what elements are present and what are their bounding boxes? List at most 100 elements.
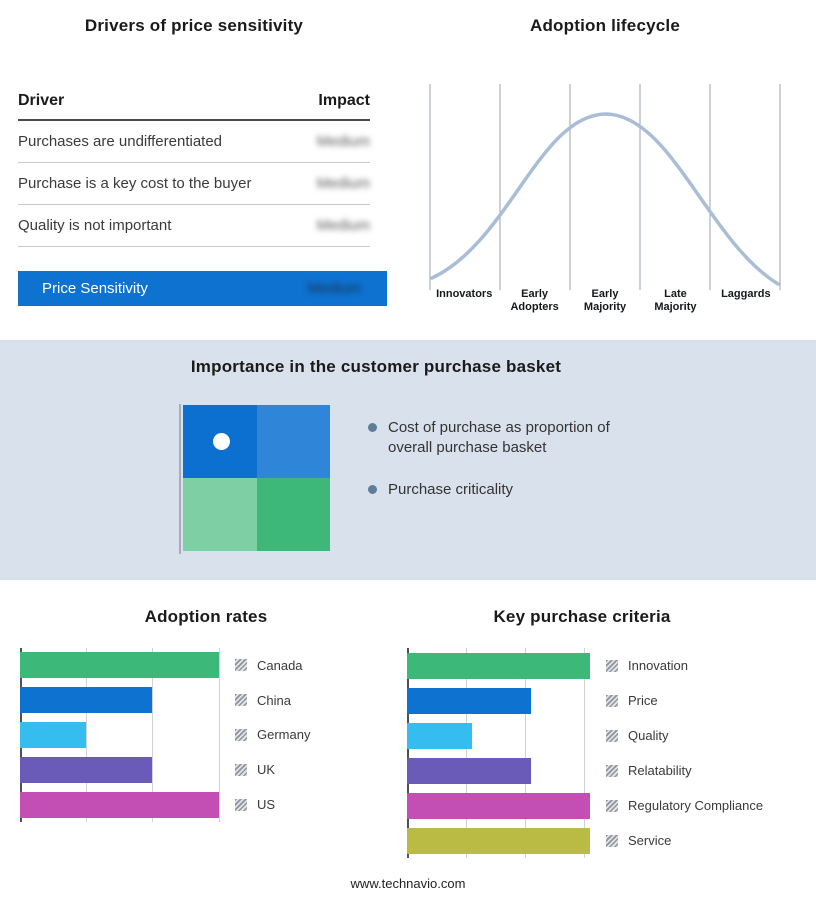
drivers-table-header: Driver Impact: [18, 92, 370, 121]
bar-row: [20, 787, 222, 822]
gridline: [525, 648, 527, 858]
table-row: Purchases are undifferentiated Medium: [18, 121, 370, 163]
position-marker-dot: [213, 433, 230, 450]
bar-row: [407, 823, 593, 858]
purchase-basket-quadrant: [183, 405, 330, 551]
legend-swatch-icon: [606, 729, 618, 742]
adoption-rates-chart: Canada China Germany UK US: [20, 648, 395, 822]
gridline: [152, 648, 154, 822]
y-axis-line: [407, 648, 409, 858]
adoption-rates-legend: Canada China Germany UK US: [235, 648, 395, 822]
bar-row: [20, 648, 222, 683]
bar-row: [20, 683, 222, 718]
bar-us: [20, 791, 219, 818]
quadrant-cell-top-right: [256, 405, 330, 478]
stage-label-early-adopters: Early Adopters: [510, 288, 559, 314]
bar-regulatory-compliance: [407, 792, 591, 819]
legend-item: Germany: [235, 718, 395, 753]
price-sensitivity-value: Medium: [307, 280, 361, 297]
legend-item: Canada: [235, 648, 395, 683]
legend-item: China: [235, 683, 395, 718]
legend-swatch-icon: [235, 659, 247, 672]
quadrant-cell-top-left: [183, 405, 257, 478]
impact-cell: Medium: [316, 217, 370, 234]
bar-quality: [407, 722, 472, 749]
bar-china: [20, 687, 153, 714]
price-sensitivity-bar: Price Sensitivity Medium: [18, 271, 387, 306]
key-purchase-criteria-legend: Innovation Price Quality Relatability Regula…: [606, 648, 802, 858]
legend-label: Price: [628, 693, 658, 708]
bar-row: [20, 718, 222, 753]
legend-swatch-icon: [235, 728, 247, 741]
driver-cell: Quality is not important: [18, 217, 172, 234]
purchase-basket-title: Importance in the customer purchase bask…: [190, 357, 562, 376]
legend-swatch-icon: [235, 798, 247, 811]
purchase-basket-band: [0, 340, 816, 580]
bar-germany: [20, 721, 87, 748]
legend-swatch-icon: [606, 659, 618, 672]
bullet-text: Purchase criticality: [388, 481, 514, 498]
quadrant-cell-bottom-right: [256, 478, 330, 551]
driver-cell: Purchases are undifferentiated: [18, 133, 223, 150]
bar-row: [407, 753, 593, 788]
gridline: [584, 648, 586, 858]
bar-row: [407, 648, 593, 683]
bullet-item: Cost of purchase as proportion of overal…: [368, 418, 658, 457]
legend-swatch-icon: [235, 694, 247, 707]
adoption-rates-title: Adoption rates: [144, 607, 268, 626]
bar-relatability: [407, 757, 531, 784]
column-header-driver: Driver: [18, 92, 65, 109]
legend-swatch-icon: [606, 799, 618, 812]
key-purchase-criteria-chart: Innovation Price Quality Relatability Regula…: [407, 648, 802, 858]
quadrant-cell-bottom-left: [183, 478, 257, 551]
gridline: [86, 648, 88, 822]
bar-row: [20, 752, 222, 787]
legend-swatch-icon: [606, 764, 618, 777]
legend-label: China: [257, 692, 291, 708]
stage-label-laggards: Laggards: [721, 288, 771, 300]
quadrant-axis-line: [179, 404, 181, 554]
legend-item: Innovation: [606, 648, 802, 683]
column-header-impact: Impact: [318, 92, 370, 109]
legend-label: Regulatory Compliance: [628, 798, 764, 813]
bar-row: [407, 718, 593, 753]
legend-label: Quality: [628, 728, 669, 743]
legend-label: Relatability: [628, 763, 692, 778]
legend-item: Regulatory Compliance: [606, 788, 802, 823]
bar-uk: [20, 756, 153, 783]
legend-swatch-icon: [235, 763, 247, 776]
legend-label: UK: [257, 762, 276, 778]
gridline: [218, 648, 220, 822]
impact-cell: Medium: [316, 133, 370, 150]
legend-label: US: [257, 797, 276, 813]
bar-row: [407, 788, 593, 823]
bullet-item: Purchase criticality: [368, 480, 658, 500]
legend-item: Relatability: [606, 753, 802, 788]
lifecycle-stage-labels: Innovators Early Adopters Early Majority…: [429, 288, 781, 314]
bar-price: [407, 687, 531, 714]
lifecycle-curve: [430, 112, 780, 286]
drivers-table: Driver Impact Purchases are undifferenti…: [18, 92, 370, 247]
legend-item: US: [235, 787, 395, 822]
legend-item: Price: [606, 683, 802, 718]
price-sensitivity-label: Price Sensitivity: [42, 280, 148, 297]
lifecycle-chart: [429, 84, 781, 290]
adoption-rates-plot: [20, 648, 222, 822]
legend-label: Service: [628, 833, 672, 848]
key-purchase-criteria-title: Key purchase criteria: [493, 607, 671, 626]
bullet-text: Cost of purchase as proportion of overal…: [388, 419, 610, 456]
table-row: Quality is not important Medium: [18, 205, 370, 247]
legend-swatch-icon: [606, 694, 618, 707]
stage-label-late-majority: Late Majority: [654, 288, 697, 314]
lifecycle-section-title: Adoption lifecycle: [529, 16, 680, 35]
stage-label-early-majority: Early Majority: [583, 288, 627, 314]
driver-cell: Purchase is a key cost to the buyer: [18, 175, 252, 192]
impact-cell: Medium: [316, 175, 370, 192]
stage-label-innovators: Innovators: [436, 288, 493, 300]
gridline: [466, 648, 468, 858]
bar-innovation: [407, 652, 591, 679]
bar-service: [407, 827, 591, 854]
drivers-section-title: Drivers of price sensitivity: [84, 16, 304, 35]
bullet-icon: [368, 485, 377, 494]
